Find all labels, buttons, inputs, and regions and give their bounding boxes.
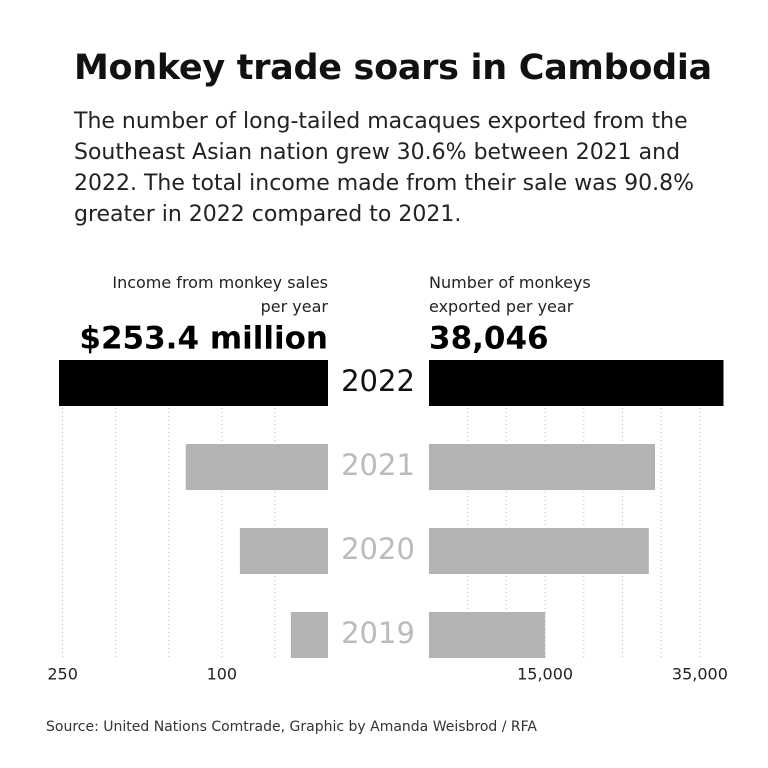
bar [429, 528, 649, 574]
bar [429, 612, 546, 658]
subtitle: The number of long-tailed macaques expor… [74, 109, 695, 227]
panel-title: Income from monkey sales per year [112, 273, 328, 316]
bar [59, 360, 328, 406]
x-tick-label: 35,000 [672, 665, 728, 684]
value-label: $253.4 million [79, 321, 328, 357]
category-label: 2020 [341, 532, 415, 566]
panel-title: Number of monkeys exported per year [429, 273, 591, 316]
value-label: 38,046 [429, 321, 549, 357]
x-tick-label: 250 [47, 665, 78, 684]
bar [290, 612, 328, 658]
x-tick-label: 15,000 [517, 665, 573, 684]
category-label: 2022 [341, 364, 415, 398]
source: Source: United Nations Comtrade, Graphic… [46, 719, 537, 735]
category-label: 2021 [341, 448, 415, 482]
bar [239, 528, 328, 574]
bar [429, 360, 724, 406]
title: Monkey trade soars in Cambodia [74, 48, 712, 88]
category-label: 2019 [341, 616, 415, 650]
bar [429, 444, 656, 490]
bar [185, 444, 328, 490]
x-tick-label: 100 [207, 665, 238, 684]
